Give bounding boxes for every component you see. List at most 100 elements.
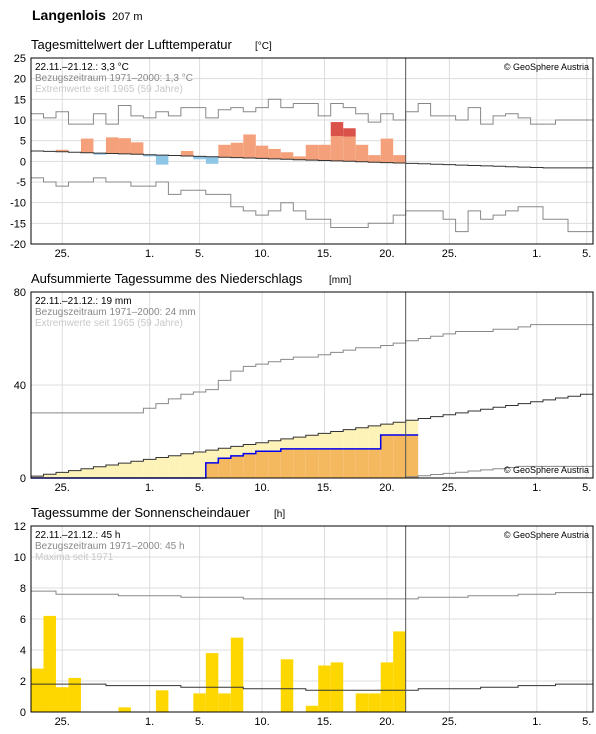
rain-deficit-area	[393, 422, 405, 435]
temp-bar-warm	[343, 137, 355, 162]
temp-bar-warm	[293, 156, 305, 159]
sunshine-bar	[331, 662, 343, 712]
rain-deficit-area	[343, 430, 355, 449]
info-line-3: Extremwerte seit 1965 (59 Jahre)	[35, 84, 183, 95]
y-tick-label: 80	[14, 287, 26, 299]
y-tick-label: -10	[10, 198, 26, 210]
rain-deficit-area	[293, 437, 305, 449]
rain-deficit-area	[193, 452, 205, 478]
sunshine-bar	[318, 666, 330, 713]
y-tick-label: 40	[14, 380, 26, 392]
info-line-2: Bezugszeitraum 1971–2000: 45 h	[35, 541, 185, 552]
temp-bar-warm	[118, 138, 130, 154]
rain-actual-area	[381, 435, 393, 478]
y-tick-label: 20	[14, 74, 26, 86]
rain-actual-area	[281, 449, 293, 478]
rain-actual-area	[318, 449, 330, 478]
x-tick-label: 1.	[145, 716, 154, 728]
normal-sunshine-line	[31, 684, 593, 690]
info-line-2: Bezugszeitraum 1971–2000: 24 mm	[35, 307, 196, 318]
rain-actual-area	[306, 449, 318, 478]
credit-text: © GeoSphere Austria	[504, 465, 589, 475]
rain-deficit-area	[268, 441, 280, 451]
y-tick-label: -20	[10, 239, 26, 251]
x-tick-label: 1.	[532, 248, 541, 260]
temp-bar-warm	[243, 134, 255, 158]
rain-actual-area	[231, 456, 243, 478]
sunshine-bar	[218, 693, 230, 712]
y-tick-label: 25	[14, 53, 26, 65]
temp-bar-warm	[256, 146, 268, 159]
rain-deficit-area	[306, 435, 318, 449]
sunshine-bar	[206, 653, 218, 712]
rain-deficit-area	[106, 465, 118, 478]
rain-actual-area	[393, 435, 405, 478]
station-name: Langenlois	[32, 7, 106, 23]
sunshine-bar	[368, 693, 380, 712]
x-tick-label: 10.	[254, 482, 269, 494]
x-tick-label: 10.	[254, 716, 269, 728]
chart-1: Tagesmittelwert der Lufttemperatur [°C] 25…	[10, 37, 593, 260]
x-tick-label: 5.	[195, 716, 204, 728]
rain-deficit-area	[331, 432, 343, 449]
temp-bar-warm	[268, 149, 280, 159]
temp-bar-warm	[318, 145, 330, 161]
rain-actual-area	[218, 458, 230, 478]
rain-deficit-area	[168, 456, 180, 478]
station-elevation: 207 m	[112, 11, 143, 23]
sunshine-bar	[231, 638, 243, 712]
x-tick-label: 15.	[317, 482, 332, 494]
rain-actual-area	[206, 463, 218, 478]
x-tick-label: 5.	[195, 248, 204, 260]
sunshine-bar	[156, 690, 168, 712]
x-tick-label: 15.	[317, 248, 332, 260]
sunshine-bar	[381, 662, 393, 712]
rain-deficit-area	[256, 443, 268, 452]
rain-actual-area	[356, 449, 368, 478]
sunshine-bar	[193, 693, 205, 712]
x-tick-label: 10.	[254, 248, 269, 260]
x-tick-label: 25.	[442, 716, 457, 728]
x-tick-label: 5.	[582, 716, 591, 728]
x-tick-label: 1.	[532, 482, 541, 494]
sunshine-bar	[43, 616, 55, 712]
rain-deficit-area	[131, 461, 143, 478]
sunshine-bar	[281, 659, 293, 712]
x-tick-label: 5.	[195, 482, 204, 494]
credit-text: © GeoSphere Austria	[504, 62, 589, 72]
x-tick-label: 20.	[379, 482, 394, 494]
sunshine-bar	[393, 631, 405, 712]
chart-title: Tagesmittelwert der Lufttemperatur	[31, 37, 233, 52]
info-line-3: Extremwerte seit 1965 (59 Jahre)	[35, 318, 183, 329]
temp-bar-warm	[381, 139, 393, 163]
rain-deficit-area	[181, 454, 193, 478]
credit-text: © GeoSphere Austria	[504, 530, 589, 540]
chart-unit: [mm]	[329, 275, 351, 286]
rain-deficit-area	[381, 424, 393, 435]
info-line-1: 22.11.–21.12.: 3,3 °C	[35, 62, 129, 73]
y-tick-label: 0	[20, 707, 26, 719]
rain-actual-area	[331, 449, 343, 478]
temp-bar-warm	[181, 151, 193, 156]
y-tick-label: -5	[16, 177, 26, 189]
x-tick-label: 20.	[379, 248, 394, 260]
rain-actual-area	[343, 449, 355, 478]
rain-actual-area	[243, 454, 255, 478]
temp-bar-warm	[106, 137, 118, 153]
rain-deficit-area	[243, 445, 255, 454]
y-tick-label: 8	[20, 583, 26, 595]
y-tick-label: -15	[10, 218, 26, 230]
rain-deficit-area	[143, 459, 155, 478]
chart-title: Tagessumme der Sonnenscheindauer	[31, 505, 251, 520]
info-line-1: 22.11.–21.12.: 19 mm	[35, 296, 132, 307]
rain-actual-area	[368, 449, 380, 478]
chart-unit: [°C]	[255, 41, 272, 52]
info-line-3: Maxima seit 1971	[35, 552, 114, 563]
y-tick-label: 10	[14, 115, 26, 127]
sunshine-bar	[68, 678, 80, 712]
x-tick-label: 25.	[442, 482, 457, 494]
x-tick-label: 20.	[379, 716, 394, 728]
x-tick-label: 15.	[317, 716, 332, 728]
rain-deficit-area	[93, 467, 105, 478]
